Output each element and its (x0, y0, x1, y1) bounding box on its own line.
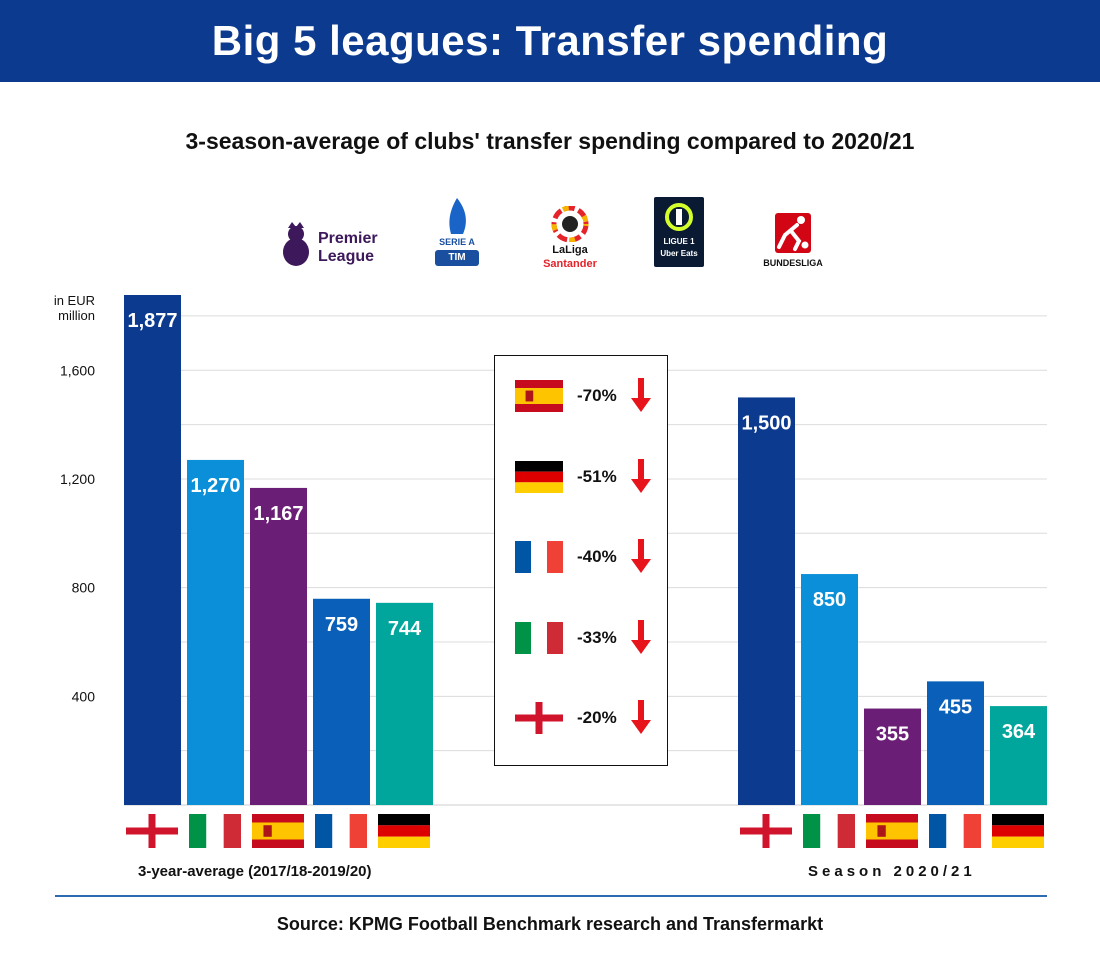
bar-value-label: 455 (939, 696, 972, 718)
x-axis-flag-germany (992, 814, 1044, 848)
bar-value-label: 1,500 (741, 412, 791, 434)
bar-spain (250, 487, 307, 805)
x-axis-flag-france (929, 814, 981, 848)
y-tick-label: 400 (72, 688, 96, 704)
change-value: -70% (577, 386, 617, 405)
y-axis-unit-line2: million (58, 308, 95, 323)
premier-league-logo-line2: League (318, 248, 375, 265)
group-label-3-year-average: 3-year-average (2017/18-2019/20) (138, 863, 372, 880)
page-title: Big 5 leagues: Transfer spending (211, 17, 889, 64)
change-value: -51% (577, 466, 617, 486)
flag-france-icon (515, 541, 563, 573)
down-arrow-icon (631, 700, 651, 734)
serie-a-logo-line2: TIM (448, 252, 466, 263)
bar-france (927, 681, 984, 805)
change-row-italy: -33% (515, 614, 665, 654)
x-axis-flag-spain (866, 814, 918, 848)
down-arrow-icon (631, 378, 651, 412)
y-axis-unit: in EUR million (40, 293, 95, 323)
bar-france (313, 598, 370, 805)
bar-spain (864, 708, 921, 805)
change-row-france: -40% (515, 533, 665, 573)
x-axis-flag-england (126, 814, 178, 848)
x-axis-flag-spain (252, 814, 304, 848)
down-arrow-icon (631, 619, 651, 654)
bar-england (124, 295, 181, 805)
change-value: -33% (577, 627, 617, 647)
change-row-england: -20% (515, 694, 665, 734)
bar-value-label: 1,167 (253, 503, 303, 525)
y-tick-label: 1,200 (60, 471, 95, 487)
change-value: -20% (577, 708, 617, 727)
x-axis-flag-italy (803, 814, 855, 848)
laliga-logo: LaLiga Santander (532, 206, 608, 272)
down-arrow-icon (631, 539, 651, 573)
down-arrow-icon (631, 458, 651, 493)
premier-league-logo-line1: Premier (318, 230, 378, 247)
y-axis-unit-line1: in EUR (53, 293, 95, 308)
change-row-spain: -70% (515, 372, 665, 412)
ligue-1-logo-line1: LIGUE 1 (663, 237, 695, 246)
bar-value-label: 1,270 (190, 475, 240, 497)
bar-germany (376, 602, 433, 805)
bundesliga-logo: BUNDESLIGA (758, 213, 828, 271)
laliga-logo-line1: LaLiga (552, 244, 588, 256)
footer-divider (55, 895, 1047, 897)
bar-italy (801, 574, 858, 805)
bar-value-label: 759 (325, 614, 358, 636)
flag-england-icon (515, 702, 563, 734)
y-tick-label: 1,600 (60, 362, 95, 378)
bar-value-label: 744 (388, 618, 422, 640)
bar-value-label: 850 (813, 589, 846, 611)
flag-germany-icon (515, 460, 563, 493)
x-axis-flag-england (740, 814, 792, 848)
flag-italy-icon (515, 621, 563, 654)
ligue-1-logo: LIGUE 1 Uber Eats (654, 197, 704, 267)
bar-england (738, 397, 795, 805)
bar-germany (990, 706, 1047, 805)
laliga-logo-line2: Santander (543, 258, 597, 270)
serie-a-logo: SERIE A TIM (433, 196, 481, 268)
change-legend-box: -70% -51% -40% -33% -20% (494, 355, 668, 766)
bundesliga-logo-label: BUNDESLIGA (763, 258, 823, 268)
serie-a-logo-line1: SERIE A (439, 237, 475, 247)
x-axis-flag-germany (378, 814, 430, 848)
premier-league-logo: Premier League (278, 222, 388, 270)
x-axis-flag-italy (189, 814, 241, 848)
bar-value-label: 364 (1002, 721, 1036, 743)
change-value: -40% (577, 547, 617, 566)
bar-value-label: 1,877 (127, 310, 177, 332)
bar-italy (187, 459, 244, 805)
flag-spain-icon (515, 380, 563, 412)
group-label-season-2020-21: Season 2020/21 (808, 863, 976, 880)
header-banner: Big 5 leagues: Transfer spending (0, 0, 1100, 82)
change-row-germany: -51% (515, 453, 665, 493)
source-note: Source: KPMG Football Benchmark research… (276, 914, 824, 934)
ligue-1-logo-line2: Uber Eats (660, 249, 698, 258)
x-axis-flag-france (315, 814, 367, 848)
bar-value-label: 355 (876, 724, 909, 746)
y-tick-label: 800 (72, 580, 96, 596)
chart-subtitle: 3-season-average of clubs' transfer spen… (185, 128, 915, 154)
